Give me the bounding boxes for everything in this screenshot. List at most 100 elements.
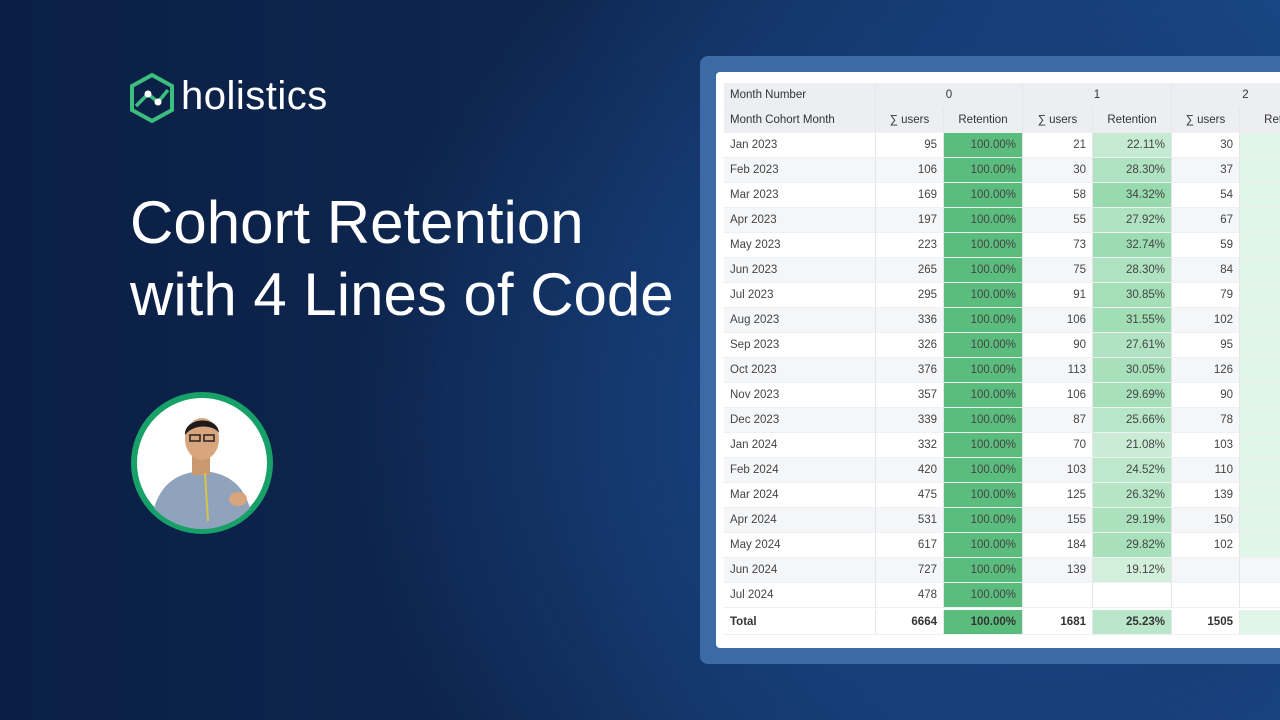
retention-cell: 100.00% <box>944 208 1023 233</box>
retention-cell: 100.00% <box>944 358 1023 383</box>
users-cell: 126 <box>1172 358 1240 383</box>
retention-cell: 3 <box>1240 308 1280 333</box>
row-label: Jul 2024 <box>724 583 876 608</box>
retention-cell: 26.32% <box>1093 483 1172 508</box>
users-cell: 102 <box>1172 533 1240 558</box>
users-cell: 67 <box>1172 208 1240 233</box>
header-cell: 2 <box>1172 83 1280 108</box>
retention-cell: 2 <box>1240 283 1280 308</box>
users-cell: 21 <box>1023 133 1093 158</box>
header-cell: Month Number <box>724 83 876 108</box>
row-label: Aug 2023 <box>724 308 876 333</box>
header-cell: Retention <box>944 108 1023 133</box>
row-label: Jun 2023 <box>724 258 876 283</box>
row-label: Feb 2024 <box>724 458 876 483</box>
users-cell: 339 <box>876 408 944 433</box>
users-cell: 30 <box>1023 158 1093 183</box>
retention-cell: 2 <box>1240 333 1280 358</box>
retention-cell: 2 <box>1240 483 1280 508</box>
header-cell: Reten <box>1240 108 1280 133</box>
users-cell: 139 <box>1023 558 1093 583</box>
row-label: Apr 2024 <box>724 508 876 533</box>
retention-cell <box>1240 583 1280 608</box>
retention-cell: 2 <box>1240 383 1280 408</box>
retention-cell: 100.00% <box>944 533 1023 558</box>
users-cell: 1505 <box>1172 610 1240 635</box>
users-cell: 103 <box>1172 433 1240 458</box>
users-cell: 70 <box>1023 433 1093 458</box>
retention-cell: 29.19% <box>1093 508 1172 533</box>
retention-cell: 100.00% <box>944 183 1023 208</box>
users-cell: 6664 <box>876 610 944 635</box>
users-cell: 357 <box>876 383 944 408</box>
retention-cell: 2 <box>1240 458 1280 483</box>
header-cell: ∑ users <box>1023 108 1093 133</box>
row-label: Mar 2023 <box>724 183 876 208</box>
users-cell: 59 <box>1172 233 1240 258</box>
users-cell <box>1172 583 1240 608</box>
users-cell: 475 <box>876 483 944 508</box>
users-cell: 332 <box>876 433 944 458</box>
users-cell <box>1172 558 1240 583</box>
retention-cell: 100.00% <box>944 408 1023 433</box>
users-cell: 223 <box>876 233 944 258</box>
users-cell: 376 <box>876 358 944 383</box>
retention-cell: 100.00% <box>944 158 1023 183</box>
row-label: Apr 2023 <box>724 208 876 233</box>
retention-cell: 100.00% <box>944 283 1023 308</box>
retention-cell: 27.61% <box>1093 333 1172 358</box>
retention-cell: 25.66% <box>1093 408 1172 433</box>
users-cell: 125 <box>1023 483 1093 508</box>
retention-cell: 2 <box>1240 233 1280 258</box>
retention-cell: 28.30% <box>1093 158 1172 183</box>
row-label: Nov 2023 <box>724 383 876 408</box>
title-line: with 4 Lines of Code <box>130 261 674 328</box>
users-cell: 336 <box>876 308 944 333</box>
users-cell: 78 <box>1172 408 1240 433</box>
retention-cell: 21.08% <box>1093 433 1172 458</box>
retention-cell: 100.00% <box>944 333 1023 358</box>
users-cell: 90 <box>1023 333 1093 358</box>
row-label: May 2024 <box>724 533 876 558</box>
users-cell: 531 <box>876 508 944 533</box>
users-cell: 79 <box>1172 283 1240 308</box>
retention-cell: 3 <box>1240 358 1280 383</box>
retention-cell: 22.11% <box>1093 133 1172 158</box>
retention-cell: 31.55% <box>1093 308 1172 333</box>
users-cell: 184 <box>1023 533 1093 558</box>
users-cell: 37 <box>1172 158 1240 183</box>
retention-cell: 24.52% <box>1093 458 1172 483</box>
header-cell: 0 <box>876 83 1023 108</box>
users-cell: 155 <box>1023 508 1093 533</box>
retention-cell: 3 <box>1240 133 1280 158</box>
users-cell: 55 <box>1023 208 1093 233</box>
retention-cell: 2 <box>1240 408 1280 433</box>
users-cell: 617 <box>876 533 944 558</box>
header-cell: Month Cohort Month <box>724 108 876 133</box>
retention-cell: 30.85% <box>1093 283 1172 308</box>
retention-cell: 100.00% <box>944 258 1023 283</box>
retention-cell: 100.00% <box>944 610 1023 635</box>
users-cell: 58 <box>1023 183 1093 208</box>
retention-cell: 100.00% <box>944 308 1023 333</box>
users-cell: 95 <box>1172 333 1240 358</box>
retention-cell: 100.00% <box>944 558 1023 583</box>
retention-cell: 100.00% <box>944 133 1023 158</box>
brand-name: holistics <box>181 74 328 118</box>
retention-cell: 19.12% <box>1093 558 1172 583</box>
users-cell: 113 <box>1023 358 1093 383</box>
users-cell: 95 <box>876 133 944 158</box>
retention-cell: 100.00% <box>944 383 1023 408</box>
retention-cell: 3 <box>1240 258 1280 283</box>
users-cell: 478 <box>876 583 944 608</box>
users-cell: 110 <box>1172 458 1240 483</box>
users-cell: 106 <box>1023 308 1093 333</box>
retention-cell: 100.00% <box>944 458 1023 483</box>
row-label: Total <box>724 610 876 635</box>
retention-cell: 3 <box>1240 183 1280 208</box>
header-cell: ∑ users <box>1172 108 1240 133</box>
row-label: Jul 2023 <box>724 283 876 308</box>
retention-cell: 100.00% <box>944 433 1023 458</box>
row-label: Feb 2023 <box>724 158 876 183</box>
